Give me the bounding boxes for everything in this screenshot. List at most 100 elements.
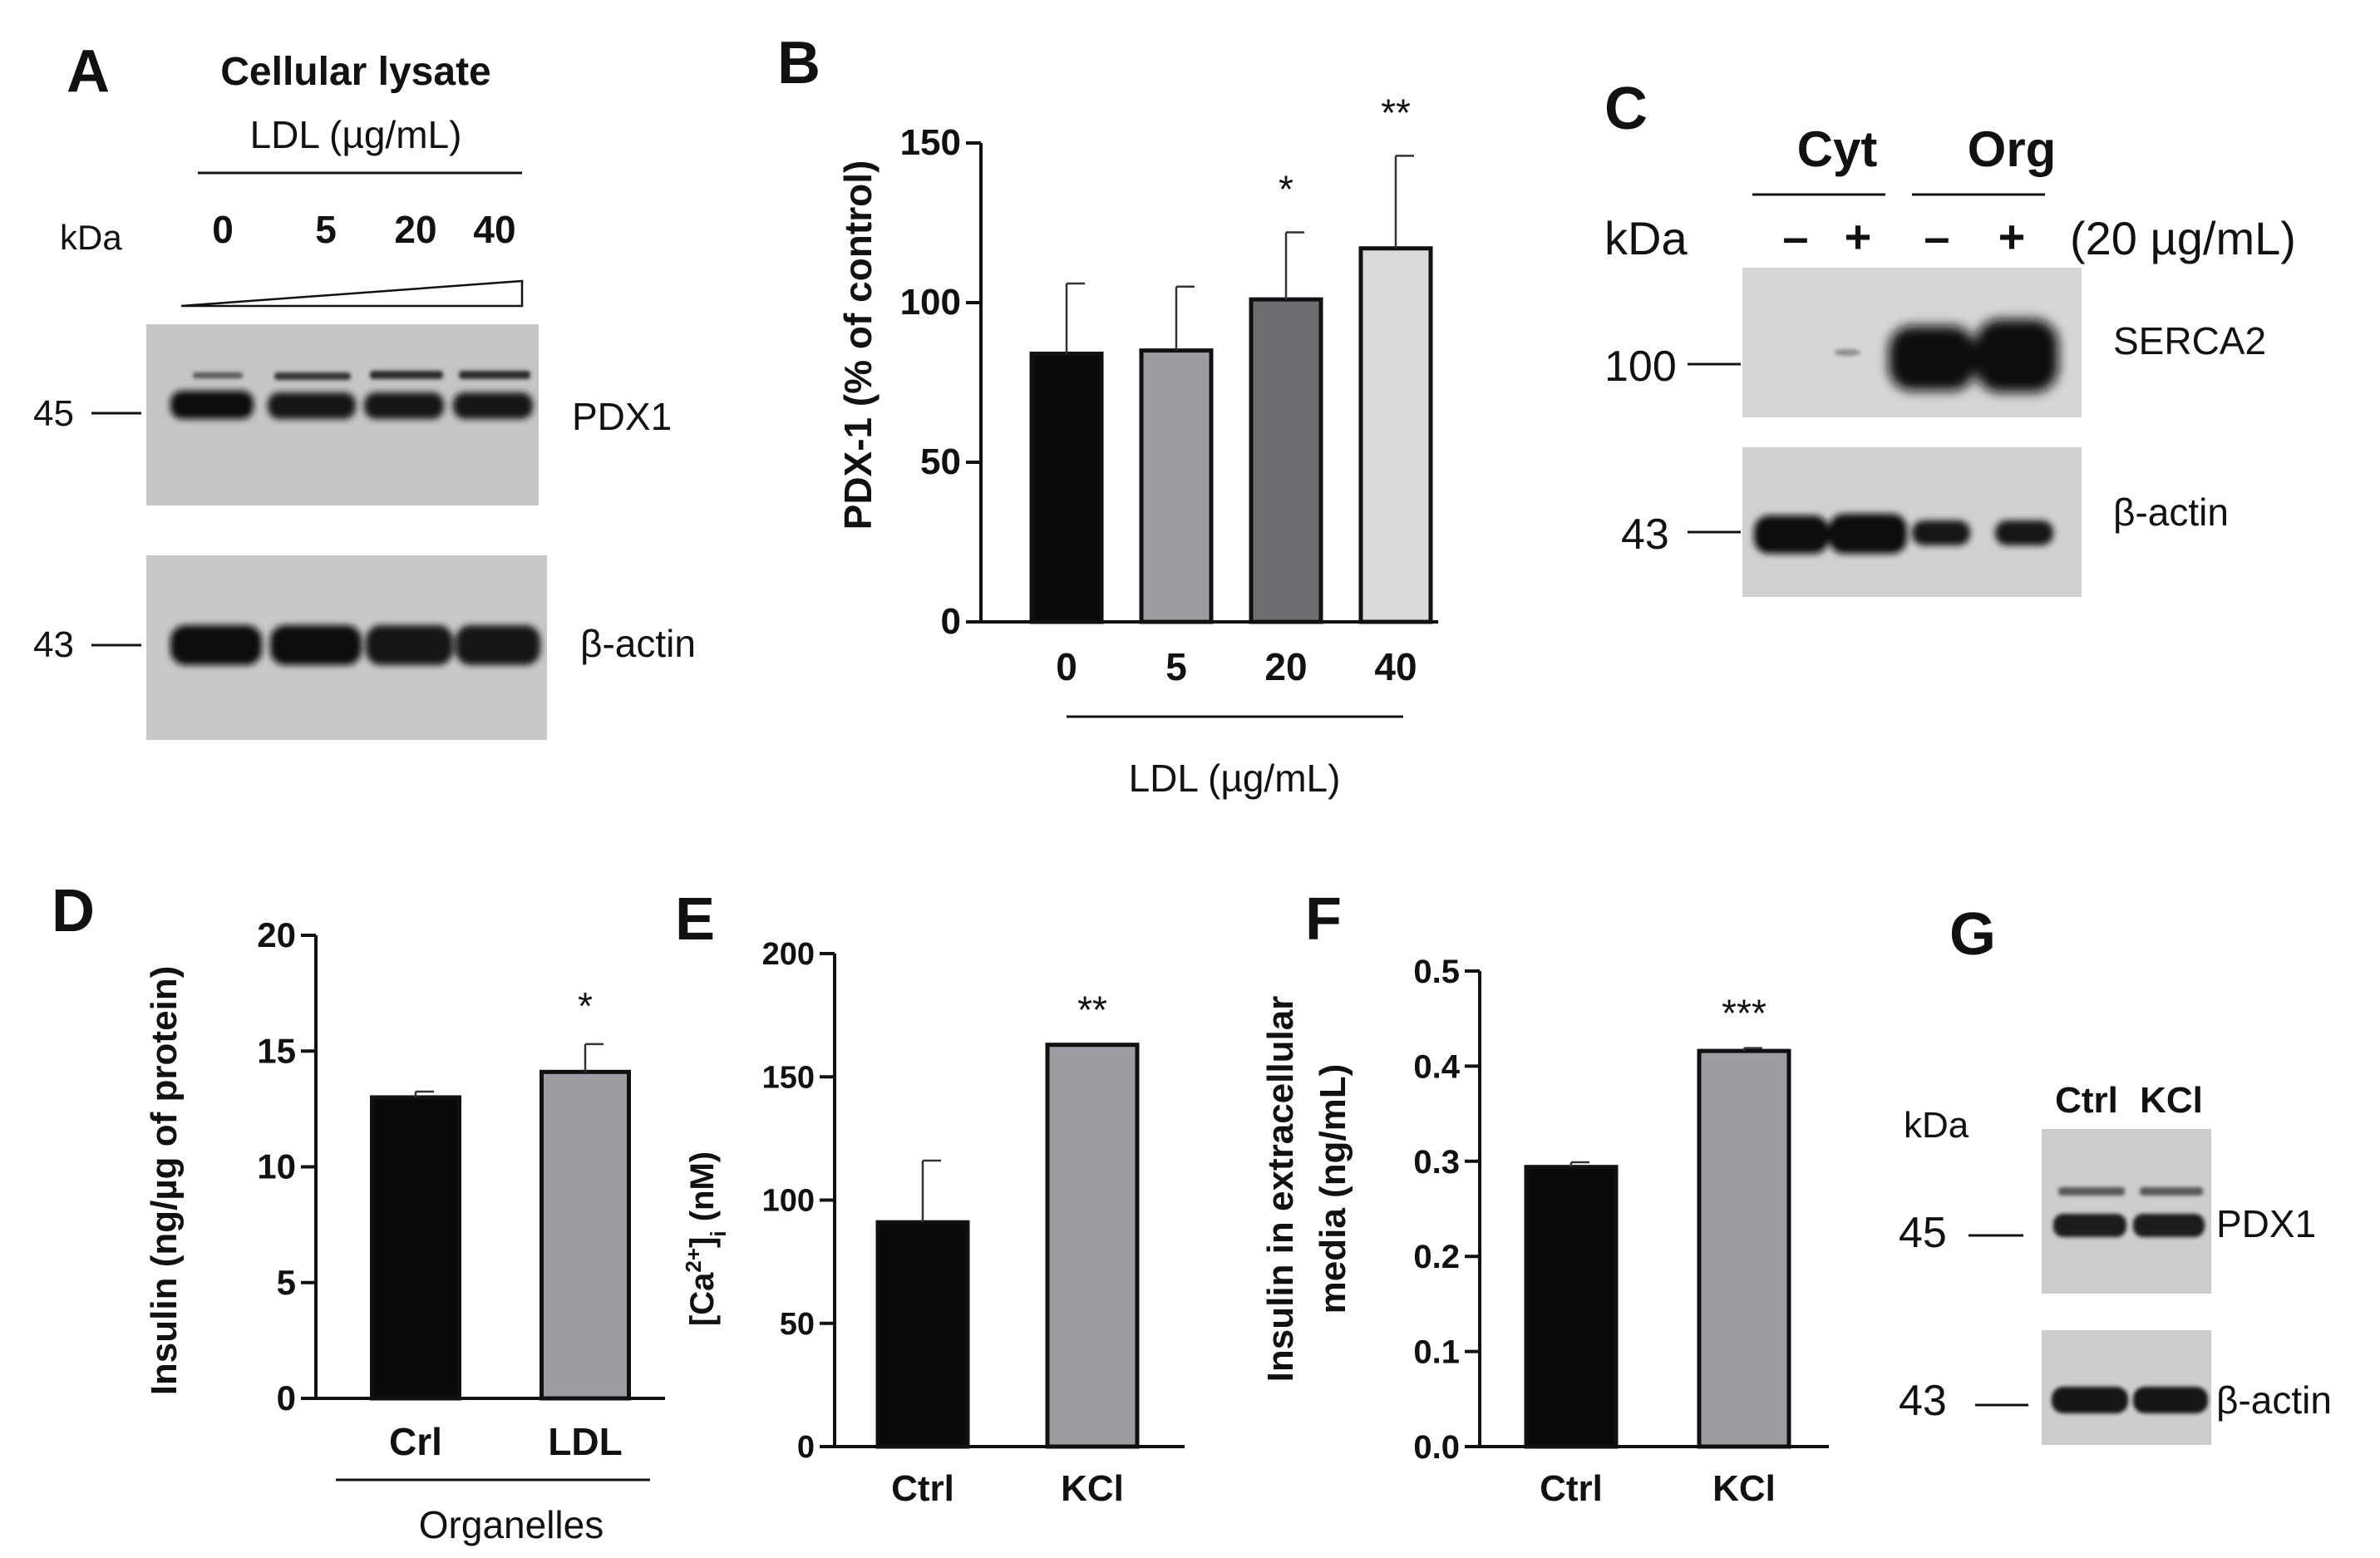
significance-marker: * bbox=[578, 984, 593, 1028]
blot-c-serca2-bands bbox=[1889, 319, 2058, 392]
blot-a-actin-bands bbox=[170, 625, 540, 665]
category-label: 5 bbox=[1165, 645, 1187, 688]
category-label: KCl bbox=[1061, 1468, 1124, 1509]
chart-f-ylabel-line2: media (ng/mL) bbox=[1313, 1064, 1353, 1314]
bar bbox=[370, 1095, 461, 1401]
blot-a-band-bottom-label: β-actin bbox=[580, 622, 696, 665]
blot-c-faint-band bbox=[1834, 349, 1860, 356]
blot-a-kda-label: kDa bbox=[60, 218, 122, 257]
panel-letter-c: C bbox=[1604, 76, 1648, 142]
chart-d-ylabel: Insulin (ng/µg of protein) bbox=[144, 966, 185, 1396]
blot-g-marker-top: 45 bbox=[1899, 1209, 1947, 1257]
significance-marker: * bbox=[1279, 168, 1293, 211]
blot-c-marker-bottom: 43 bbox=[1621, 510, 1669, 559]
category-label: 40 bbox=[1374, 645, 1417, 688]
blot-a-marker-top: 45 bbox=[33, 393, 74, 434]
bar bbox=[1045, 1043, 1140, 1449]
chart-e-ylabel: [Ca2+]i (nM) bbox=[681, 1151, 731, 1326]
blot-c-group-org: Org bbox=[1968, 121, 2057, 177]
significance-marker: *** bbox=[1722, 992, 1767, 1035]
y-tick-label: 10 bbox=[257, 1147, 296, 1186]
blot-c-lane-2: – bbox=[1924, 210, 1949, 263]
bar bbox=[1697, 1048, 1791, 1449]
panel-letter-e: E bbox=[675, 886, 715, 953]
y-tick-label: 0.4 bbox=[1413, 1048, 1460, 1085]
y-tick-label: 100 bbox=[762, 1184, 815, 1219]
y-tick-label: 15 bbox=[257, 1031, 296, 1070]
chart-b: B PDX-1 (% of control) LDL (µg/mL) 05010… bbox=[777, 30, 1438, 800]
panel-letter-d: D bbox=[52, 878, 95, 944]
bar bbox=[1358, 246, 1433, 624]
blot-c-kda-label: kDa bbox=[1604, 212, 1688, 264]
panel-letter-a: A bbox=[67, 38, 110, 105]
chart-f-ylabel-line1: Insulin in extracellular bbox=[1260, 996, 1301, 1383]
bar bbox=[1249, 297, 1323, 624]
chart-d-xlabel: Organelles bbox=[419, 1503, 604, 1546]
blot-c-lane-3: + bbox=[1998, 210, 2026, 263]
category-label: Crl bbox=[389, 1420, 442, 1463]
blot-g-kda-label: kDa bbox=[1904, 1105, 1969, 1146]
panel-letter-b: B bbox=[777, 30, 820, 96]
blot-g-lane-1: KCl bbox=[2140, 1080, 2203, 1121]
blot-c-band-bottom-label: β-actin bbox=[2113, 491, 2229, 534]
y-tick-label: 0 bbox=[941, 601, 961, 642]
blot-c-lane-0: – bbox=[1782, 210, 1808, 263]
blot-g-band-bottom-label: β-actin bbox=[2216, 1378, 2332, 1422]
blot-a-band-top-label: PDX1 bbox=[572, 395, 672, 438]
chart-d: D Insulin (ng/µg of protein) Organelles … bbox=[52, 878, 665, 1546]
blot-a-pdx1-bands bbox=[170, 391, 533, 419]
panel-c: C Cyt Org kDa – + – + (20 µg/mL) 100 SER… bbox=[1604, 76, 2296, 597]
y-tick-label: 0.5 bbox=[1413, 954, 1460, 990]
chart-b-ylabel: PDX-1 (% of control) bbox=[836, 160, 880, 530]
blot-c-concentration: (20 µg/mL) bbox=[2070, 212, 2296, 264]
blot-c-lane-1: + bbox=[1845, 210, 1872, 263]
y-tick-label: 50 bbox=[780, 1307, 815, 1342]
blot-a-concentration-wedge bbox=[180, 279, 524, 308]
blot-a-title: Cellular lysate bbox=[220, 50, 491, 94]
chart-e: E [Ca2+]i (nM) 0 50 100 150 200 Ctrl ** KCl bbox=[675, 886, 1185, 1509]
significance-marker: ** bbox=[1381, 91, 1411, 134]
panel-g: G kDa Ctrl KCl 45 PDX1 43 β-actin bbox=[1899, 901, 2332, 1445]
panel-letter-g: G bbox=[1949, 901, 1996, 968]
y-tick-label: 5 bbox=[277, 1263, 296, 1302]
blot-c-band-top-label: SERCA2 bbox=[2113, 319, 2266, 362]
y-tick-label: 150 bbox=[762, 1060, 815, 1095]
y-tick-label: 150 bbox=[900, 122, 961, 163]
blot-g-actin-bands bbox=[2052, 1387, 2208, 1413]
blot-a-lane-1: 5 bbox=[315, 208, 337, 251]
y-tick-label: 0.1 bbox=[1413, 1334, 1460, 1371]
y-tick-label: 200 bbox=[762, 937, 815, 972]
category-label: 0 bbox=[1056, 645, 1077, 688]
bar bbox=[540, 1069, 631, 1401]
category-label: Ctrl bbox=[891, 1468, 954, 1509]
bar bbox=[875, 1220, 970, 1449]
blot-a-subtitle: LDL (µg/mL) bbox=[250, 113, 462, 156]
blot-g-membrane-top bbox=[2042, 1129, 2211, 1294]
blot-c-group-cyt: Cyt bbox=[1797, 121, 1878, 177]
y-tick-label: 50 bbox=[920, 441, 961, 482]
y-tick-label: 0.2 bbox=[1413, 1239, 1460, 1275]
chart-f: F Insulin in extracellular media (ng/mL)… bbox=[1260, 886, 1829, 1509]
blot-a-lane-0: 0 bbox=[212, 208, 234, 251]
category-label: LDL bbox=[548, 1420, 622, 1463]
category-label: KCl bbox=[1712, 1468, 1776, 1509]
significance-marker: ** bbox=[1077, 989, 1107, 1032]
blot-a-lane-2: 20 bbox=[394, 208, 436, 251]
y-tick-label: 0.3 bbox=[1413, 1144, 1460, 1181]
y-tick-label: 20 bbox=[257, 915, 296, 954]
panel-a: A Cellular lysate LDL (µg/mL) kDa 0 5 20… bbox=[33, 38, 696, 740]
chart-b-xlabel: LDL (µg/mL) bbox=[1129, 757, 1341, 800]
blot-c-marker-top: 100 bbox=[1604, 343, 1677, 391]
category-label: Ctrl bbox=[1540, 1468, 1603, 1509]
blot-a-marker-bottom: 43 bbox=[33, 624, 74, 665]
blot-a-lane-3: 40 bbox=[473, 208, 515, 251]
y-tick-label: 0.0 bbox=[1413, 1429, 1460, 1466]
blot-g-pdx1-bands bbox=[2053, 1187, 2205, 1237]
blot-g-lane-0: Ctrl bbox=[2055, 1080, 2118, 1121]
bar bbox=[1139, 348, 1214, 624]
y-tick-label: 100 bbox=[900, 282, 961, 323]
blot-a-upper-faint-bands bbox=[193, 371, 530, 380]
panel-letter-f: F bbox=[1305, 886, 1342, 953]
category-label: 20 bbox=[1264, 645, 1307, 688]
